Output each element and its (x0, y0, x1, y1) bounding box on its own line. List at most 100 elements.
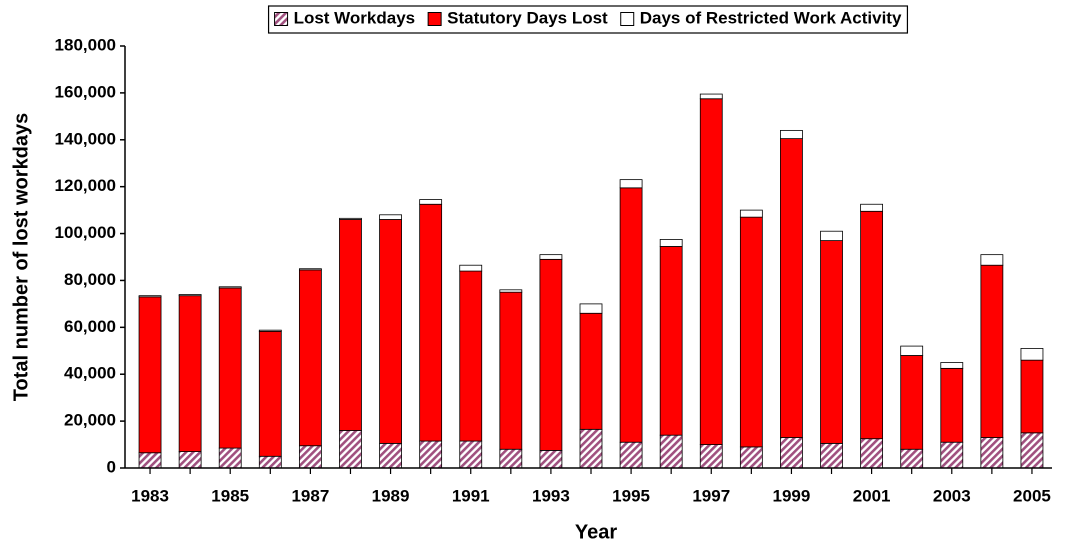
legend-swatch (427, 12, 442, 26)
bar-segment (539, 254, 563, 260)
bar-segment (218, 286, 242, 289)
bar-segment (138, 296, 162, 454)
y-tick-label: 100,000 (55, 223, 116, 242)
y-tick-label: 160,000 (55, 82, 116, 101)
x-tick-label: 1991 (452, 486, 490, 505)
bar-segment (258, 330, 282, 457)
legend-label: Days of Restricted Work Activity (640, 8, 902, 27)
x-tick-label: 2003 (933, 486, 971, 505)
bar-segment (419, 199, 443, 205)
bar-segment (499, 289, 523, 293)
bar-segment (860, 210, 884, 440)
bar-segment (459, 440, 483, 469)
bar-segment (900, 345, 924, 356)
bar-segment (419, 203, 443, 442)
y-tick-label: 120,000 (55, 176, 116, 195)
bar-segment (379, 214, 402, 220)
x-tick-label: 1983 (131, 486, 169, 505)
bar-segment (1020, 348, 1044, 361)
x-tick-label: 2001 (853, 486, 891, 505)
bar-segment (379, 442, 402, 469)
bar-segment (298, 269, 322, 447)
bar-segment (539, 258, 563, 451)
bar-segment (900, 448, 924, 469)
bar-segment (619, 187, 643, 443)
bar-segment (780, 437, 803, 469)
bar-segment (940, 441, 964, 469)
bar-segment (459, 270, 483, 442)
bar-segment (900, 355, 924, 450)
bar-segment (780, 129, 803, 140)
y-tick-label: 60,000 (64, 317, 116, 336)
bar-segment (619, 441, 643, 469)
x-tick-label: 1985 (211, 486, 249, 505)
bar-segment (339, 219, 362, 431)
bar-segment (258, 455, 282, 469)
bar-segment (138, 452, 162, 469)
bar-segment (820, 230, 843, 241)
bar-segment (339, 430, 362, 469)
x-tick-label: 1999 (773, 486, 811, 505)
bar-segment (940, 367, 964, 443)
bar-segment (218, 447, 242, 469)
legend-swatch (620, 12, 635, 26)
bar-segment (258, 329, 282, 332)
bar-segment (739, 446, 763, 469)
bar-segment (539, 450, 563, 469)
bar-segment (138, 295, 162, 298)
x-tick-label: 1987 (291, 486, 329, 505)
bar-segment (659, 246, 683, 436)
y-axis-title: Total number of lost workdays (10, 113, 32, 402)
bar-segment (980, 264, 1004, 438)
bar-segment (860, 438, 884, 469)
bar-segment (178, 294, 202, 297)
bar-segment (499, 291, 523, 450)
bar-segment (419, 440, 443, 469)
y-tick-label: 80,000 (64, 270, 116, 289)
y-tick-label: 40,000 (64, 364, 116, 383)
x-axis-title: Year (575, 521, 617, 543)
bar-segment (699, 444, 723, 469)
bar-segment (619, 179, 643, 189)
bar-segment (860, 203, 884, 212)
bar-segment (820, 240, 843, 444)
bar-segment (379, 219, 402, 444)
bar-segment (659, 239, 683, 247)
bar-segment (980, 254, 1004, 266)
bar-segment (980, 437, 1004, 469)
bar-segment (1020, 432, 1044, 469)
bar-segment (579, 303, 603, 314)
y-tick-label: 0 (107, 457, 116, 476)
bar-segment (579, 312, 603, 430)
legend-box (267, 5, 909, 34)
bar-segment (1020, 359, 1044, 434)
x-tick-label: 2005 (1013, 486, 1051, 505)
bar-segment (218, 287, 242, 449)
x-tick-label: 1993 (532, 486, 570, 505)
x-tick-label: 1995 (612, 486, 650, 505)
y-tick-label: 140,000 (55, 129, 116, 148)
y-tick-label: 20,000 (64, 411, 116, 430)
bar-segment (459, 264, 483, 272)
legend-label: Statutory Days Lost (447, 8, 608, 27)
bar-segment (940, 362, 964, 369)
bar-segment (699, 93, 723, 100)
legend-label: Lost Workdays (294, 8, 416, 27)
bar-segment (178, 295, 202, 452)
bar-segment (699, 98, 723, 445)
legend: Lost Workdays Statutory Days Lost Days of … (267, 5, 909, 34)
bar-segment (659, 434, 683, 469)
x-tick-label: 1989 (372, 486, 410, 505)
legend-swatch (274, 12, 289, 26)
bar-segment (739, 209, 763, 218)
bar-segment (298, 268, 322, 271)
y-tick-label: 180,000 (55, 35, 116, 54)
bar-segment (499, 448, 523, 469)
bar-segment (739, 216, 763, 448)
x-tick-label: 1997 (692, 486, 730, 505)
bar-segment (298, 445, 322, 469)
bar-segment (339, 217, 362, 220)
bar-segment (780, 138, 803, 438)
